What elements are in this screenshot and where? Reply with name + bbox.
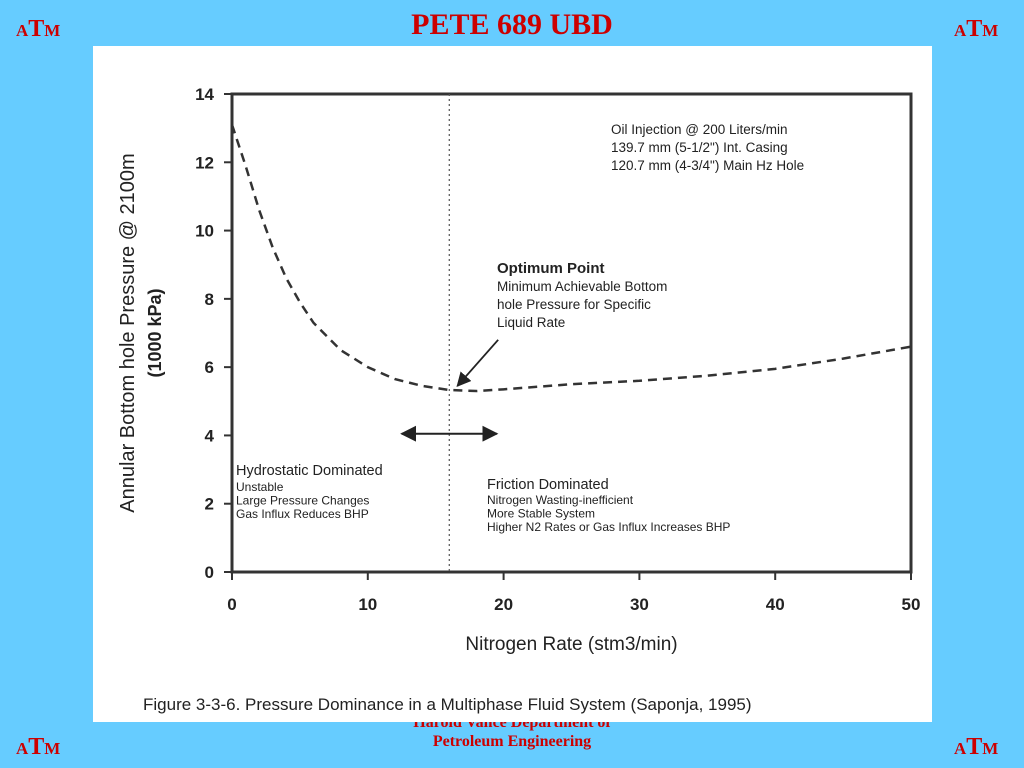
pressure-chart: 0 10 20 30 40 50 0 2 4 6 8 10 12 14 Oil Injection @ 20…: [117, 85, 921, 714]
conditions-line: 120.7 mm (4-3/4") Main Hz Hole: [611, 158, 804, 173]
y-tick-label: 2: [205, 495, 214, 514]
figure-panel: 0 10 20 30 40 50 0 2 4 6 8 10 12 14 Oil Injection @ 20…: [93, 46, 932, 722]
atm-logo: ATM: [16, 734, 61, 760]
friction-title: Friction Dominated: [487, 477, 609, 493]
y-tick-label: 12: [195, 153, 214, 172]
x-tick-label: 10: [358, 595, 377, 614]
y-axis-unit: (1000 kPa): [145, 288, 165, 377]
atm-logo: ATM: [954, 734, 999, 760]
x-tick-label: 40: [766, 595, 785, 614]
optimum-desc: Minimum Achievable Bottom: [497, 279, 667, 294]
friction-item: More Stable System: [487, 507, 595, 521]
y-tick-label: 6: [205, 358, 214, 377]
y-tick-label: 8: [205, 290, 214, 309]
x-axis-label: Nitrogen Rate (stm3/min): [465, 634, 677, 655]
y-tick-label: 0: [205, 563, 214, 582]
x-tick-label: 30: [630, 595, 649, 614]
optimum-title: Optimum Point: [497, 260, 605, 277]
hydrostatic-item: Unstable: [236, 480, 284, 494]
hydrostatic-item: Large Pressure Changes: [236, 494, 369, 508]
conditions-line: 139.7 mm (5-1/2") Int. Casing: [611, 140, 788, 155]
optimum-desc: Liquid Rate: [497, 315, 565, 330]
figure-caption: Figure 3-3-6. Pressure Dominance in a Mu…: [143, 695, 752, 714]
friction-item: Higher N2 Rates or Gas Influx Increases …: [487, 520, 730, 534]
y-axis-label: Annular Bottom hole Pressure @ 2100m: [117, 153, 139, 512]
x-tick-label: 20: [494, 595, 513, 614]
series-line: [230, 124, 912, 393]
slide-title: PETE 689 UBD: [411, 8, 613, 41]
x-tick-label: 0: [227, 595, 236, 614]
y-tick-label: 4: [205, 426, 215, 445]
plot-frame: [230, 92, 913, 574]
y-tick-label: 10: [195, 222, 214, 241]
footer-program: Petroleum Engineering: [432, 733, 592, 750]
friction-item: Nitrogen Wasting-inefficient: [487, 493, 634, 507]
hydrostatic-item: Gas Influx Reduces BHP: [236, 507, 369, 521]
conditions-line: Oil Injection @ 200 Liters/min: [611, 122, 788, 137]
atm-logo: ATM: [16, 16, 61, 42]
optimum-pointer: [456, 339, 499, 388]
hydrostatic-title: Hydrostatic Dominated: [236, 463, 383, 479]
y-tick-label: 14: [195, 85, 214, 104]
optimum-desc: hole Pressure for Specific: [497, 297, 651, 312]
atm-logo: ATM: [954, 16, 999, 42]
x-tick-label: 50: [902, 595, 921, 614]
